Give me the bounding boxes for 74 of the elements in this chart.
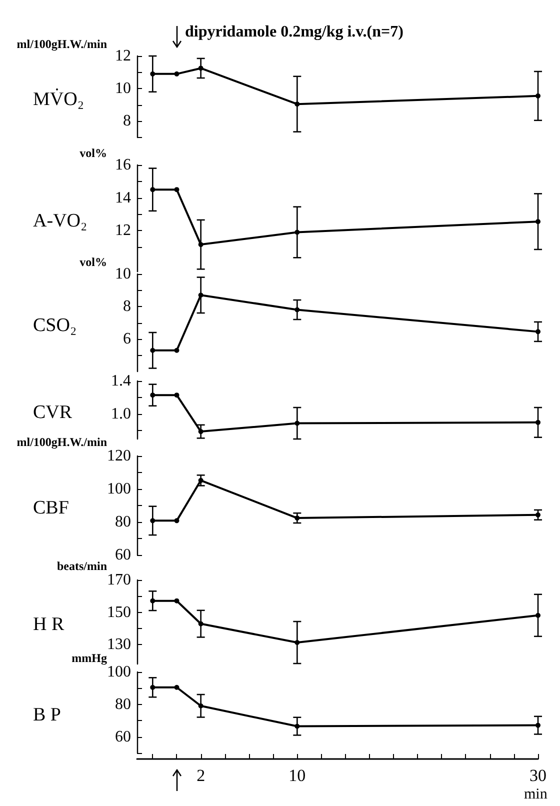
y-tick-label: 10 — [115, 266, 131, 282]
y-tick-label: 60 — [115, 728, 131, 746]
y-tick-label: 12 — [115, 48, 131, 64]
point — [198, 621, 204, 626]
point — [536, 512, 540, 518]
point — [174, 187, 180, 192]
y-tick-label: 8 — [123, 112, 131, 130]
point — [198, 66, 204, 71]
y-tick-label: 16 — [115, 156, 131, 174]
y-tick-label: 14 — [115, 189, 131, 206]
y-axis-title: ml/100gH.W./min — [16, 435, 108, 450]
point — [198, 478, 204, 483]
y-axis-title: mmHg — [72, 651, 107, 666]
point — [294, 230, 300, 235]
point — [174, 598, 180, 604]
point — [536, 612, 540, 618]
point — [174, 392, 180, 398]
y-tick-label: 80 — [115, 514, 131, 530]
y-tick-label: 8 — [123, 298, 131, 315]
y-axis-title: vol% — [80, 146, 107, 160]
y-tick-label: 1.4 — [111, 372, 131, 390]
point — [174, 518, 180, 524]
y-tick-label: 80 — [115, 696, 131, 713]
point — [294, 516, 300, 521]
point — [536, 722, 540, 728]
y-tick-label: 100 — [107, 480, 131, 498]
y-tick-label: 10 — [115, 80, 131, 98]
point — [150, 518, 156, 524]
y-axis-title: beats/min — [56, 559, 108, 574]
point — [150, 71, 156, 76]
y-tick-label: 1.0 — [111, 406, 131, 423]
point — [294, 102, 300, 107]
y-axis-title: vol% — [80, 255, 107, 269]
y-tick-label: 12 — [115, 222, 131, 240]
y-tick-label: 130 — [107, 636, 131, 654]
point — [536, 420, 540, 425]
point — [294, 724, 300, 729]
text: dipyridamole 0.2mg/kg i.v.(n=7) — [185, 24, 404, 40]
text: CSO₂ — [33, 314, 77, 336]
y-tick-label: 60 — [115, 546, 131, 564]
point — [198, 429, 204, 434]
y-tick-label: 100 — [107, 664, 131, 680]
point — [536, 329, 540, 334]
point — [174, 348, 180, 353]
x-axis-title: min — [524, 786, 548, 802]
text: B P — [33, 704, 61, 726]
text: MV̇O₂ — [33, 88, 84, 110]
y-tick-label: 170 — [107, 572, 131, 588]
y-tick-label: 120 — [107, 448, 131, 464]
point — [536, 93, 540, 98]
point — [294, 307, 300, 312]
x-tick-label: 10 — [288, 766, 306, 785]
point — [198, 242, 204, 248]
y-axis-title: ml/100gH.W./min — [16, 37, 108, 51]
point — [536, 219, 540, 224]
text: H R — [33, 614, 64, 635]
y-tick-label: 150 — [107, 604, 131, 621]
point — [174, 684, 180, 690]
point — [294, 640, 300, 646]
point — [198, 703, 204, 708]
point — [150, 187, 156, 192]
x-tick-label: 30 — [530, 766, 546, 785]
text: A-VO₂ — [33, 210, 88, 232]
point — [150, 392, 156, 398]
point — [150, 348, 156, 353]
point — [198, 292, 204, 298]
x-tick-label: 2 — [196, 766, 206, 785]
point — [150, 684, 156, 690]
text: CBF — [33, 498, 69, 518]
text: CVR — [33, 402, 72, 423]
y-tick-label: 6 — [123, 330, 131, 348]
point — [150, 598, 156, 604]
point — [174, 71, 180, 76]
point — [294, 420, 300, 426]
